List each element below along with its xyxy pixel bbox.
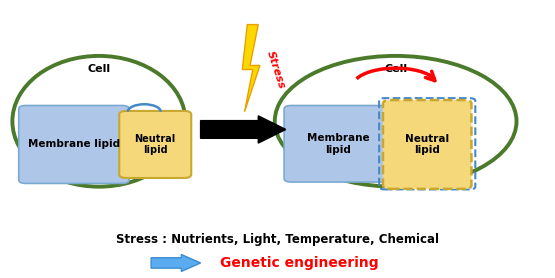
Text: Membrane
lipid: Membrane lipid: [306, 133, 369, 155]
Polygon shape: [243, 24, 260, 112]
FancyBboxPatch shape: [19, 105, 129, 183]
FancyBboxPatch shape: [383, 100, 471, 189]
Text: Cell: Cell: [87, 64, 110, 74]
Text: Stress : Nutrients, Light, Temperature, Chemical: Stress : Nutrients, Light, Temperature, …: [116, 233, 439, 246]
FancyArrow shape: [200, 116, 286, 143]
Ellipse shape: [275, 56, 517, 187]
Text: Cell: Cell: [384, 64, 407, 74]
FancyArrow shape: [151, 255, 200, 271]
Ellipse shape: [12, 56, 185, 187]
Text: Genetic engineering: Genetic engineering: [220, 256, 379, 270]
Text: Neutral
lipid: Neutral lipid: [135, 134, 176, 155]
FancyBboxPatch shape: [284, 105, 392, 182]
Text: Stress: Stress: [265, 49, 286, 90]
FancyBboxPatch shape: [119, 111, 191, 178]
Text: Membrane lipid: Membrane lipid: [28, 140, 120, 150]
Text: Neutral
lipid: Neutral lipid: [405, 134, 450, 155]
